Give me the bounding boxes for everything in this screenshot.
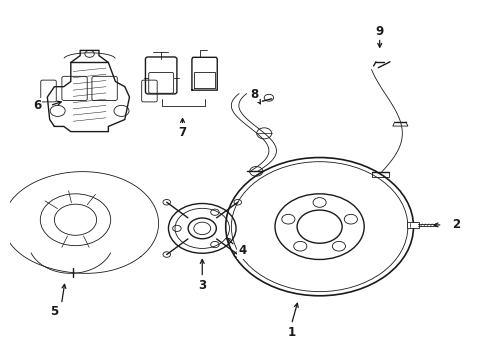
Text: 6: 6 xyxy=(33,99,41,112)
Text: 7: 7 xyxy=(178,126,186,139)
Text: 3: 3 xyxy=(198,279,206,292)
Text: 2: 2 xyxy=(451,219,459,231)
Text: 5: 5 xyxy=(50,305,59,318)
Text: 8: 8 xyxy=(249,88,258,101)
Text: 1: 1 xyxy=(287,325,295,338)
Text: 4: 4 xyxy=(238,244,246,257)
FancyBboxPatch shape xyxy=(406,222,418,228)
Text: 9: 9 xyxy=(375,25,383,38)
